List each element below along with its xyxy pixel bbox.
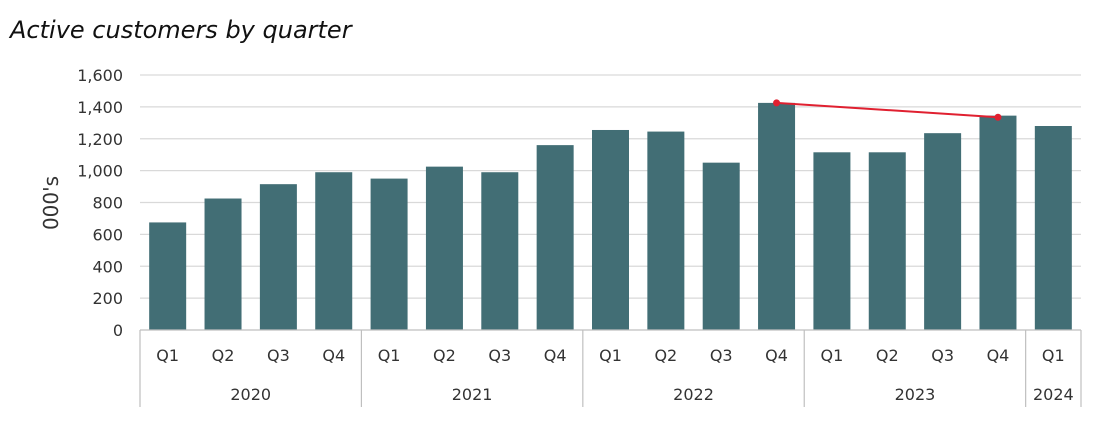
trend-line (773, 99, 1002, 121)
x-tick-label-year: 2023 (895, 385, 936, 404)
bar (758, 102, 796, 330)
bar (149, 222, 187, 330)
x-tick-label-quarter: Q4 (544, 346, 567, 365)
x-axis: Q1 Q2 Q3 Q4 Q1 Q2 Q3 Q4 Q1 Q2 Q3 Q4 Q1 Q2 Q3 Q4 Q1 2020 20… (139, 329, 1082, 407)
y-tick-label: 1,400 (77, 98, 123, 117)
x-tick-label-quarter: Q3 (488, 346, 511, 365)
y-tick-label: 400 (92, 257, 123, 276)
x-tick-label-year: 2021 (452, 385, 493, 404)
bar (924, 133, 962, 330)
trend-point (994, 113, 1002, 121)
x-tick-label-quarter: Q1 (156, 346, 179, 365)
x-tick-label-year: 2020 (230, 385, 271, 404)
bar (813, 152, 851, 330)
bar (979, 115, 1017, 330)
y-tick-label: 600 (92, 225, 123, 244)
y-tick-label: 800 (92, 194, 123, 213)
x-tick-label-quarter: Q1 (599, 346, 622, 365)
x-tick-label-quarter: Q1 (821, 346, 844, 365)
x-tick-label-quarter: Q1 (1042, 346, 1065, 365)
bar (702, 162, 740, 330)
y-tick-label: 1,000 (77, 162, 123, 181)
trend-point (773, 99, 781, 107)
bar (481, 172, 519, 330)
x-tick-label-year: 2024 (1033, 385, 1074, 404)
x-tick-label-quarter: Q4 (322, 346, 345, 365)
x-tick-label-quarter: Q3 (267, 346, 290, 365)
x-tick-label-quarter: Q2 (212, 346, 235, 365)
y-tick-label: 1,200 (77, 130, 123, 149)
bar (315, 172, 353, 330)
x-tick-label-quarter: Q2 (433, 346, 456, 365)
trend-segment (776, 101, 999, 119)
x-tick-label-quarter: Q4 (987, 346, 1010, 365)
bar (1034, 126, 1072, 330)
bars (149, 102, 1072, 330)
y-axis-label: 000's (39, 176, 63, 230)
bar (425, 166, 463, 330)
y-tick-label: 200 (92, 289, 123, 308)
x-tick-label-quarter: Q1 (378, 346, 401, 365)
x-tick-label-quarter: Q3 (710, 346, 733, 365)
y-axis-ticks: 0 200 400 600 800 1,000 1,200 1,400 1,600 (77, 66, 123, 340)
y-tick-label: 1,600 (77, 66, 123, 85)
x-tick-label-quarter: Q2 (654, 346, 677, 365)
y-tick-label: 0 (113, 321, 123, 340)
x-tick-label-quarter: Q3 (931, 346, 954, 365)
x-tick-label-year: 2022 (673, 385, 714, 404)
bar (592, 129, 629, 330)
x-tick-label-quarter: Q4 (765, 346, 788, 365)
bar (370, 178, 408, 330)
bar (647, 131, 685, 330)
bar (536, 145, 574, 330)
x-tick-label-quarter: Q2 (876, 346, 899, 365)
chart-title: Active customers by quarter (10, 16, 352, 44)
bar (259, 184, 297, 330)
bar (204, 198, 242, 330)
bar (868, 152, 906, 330)
